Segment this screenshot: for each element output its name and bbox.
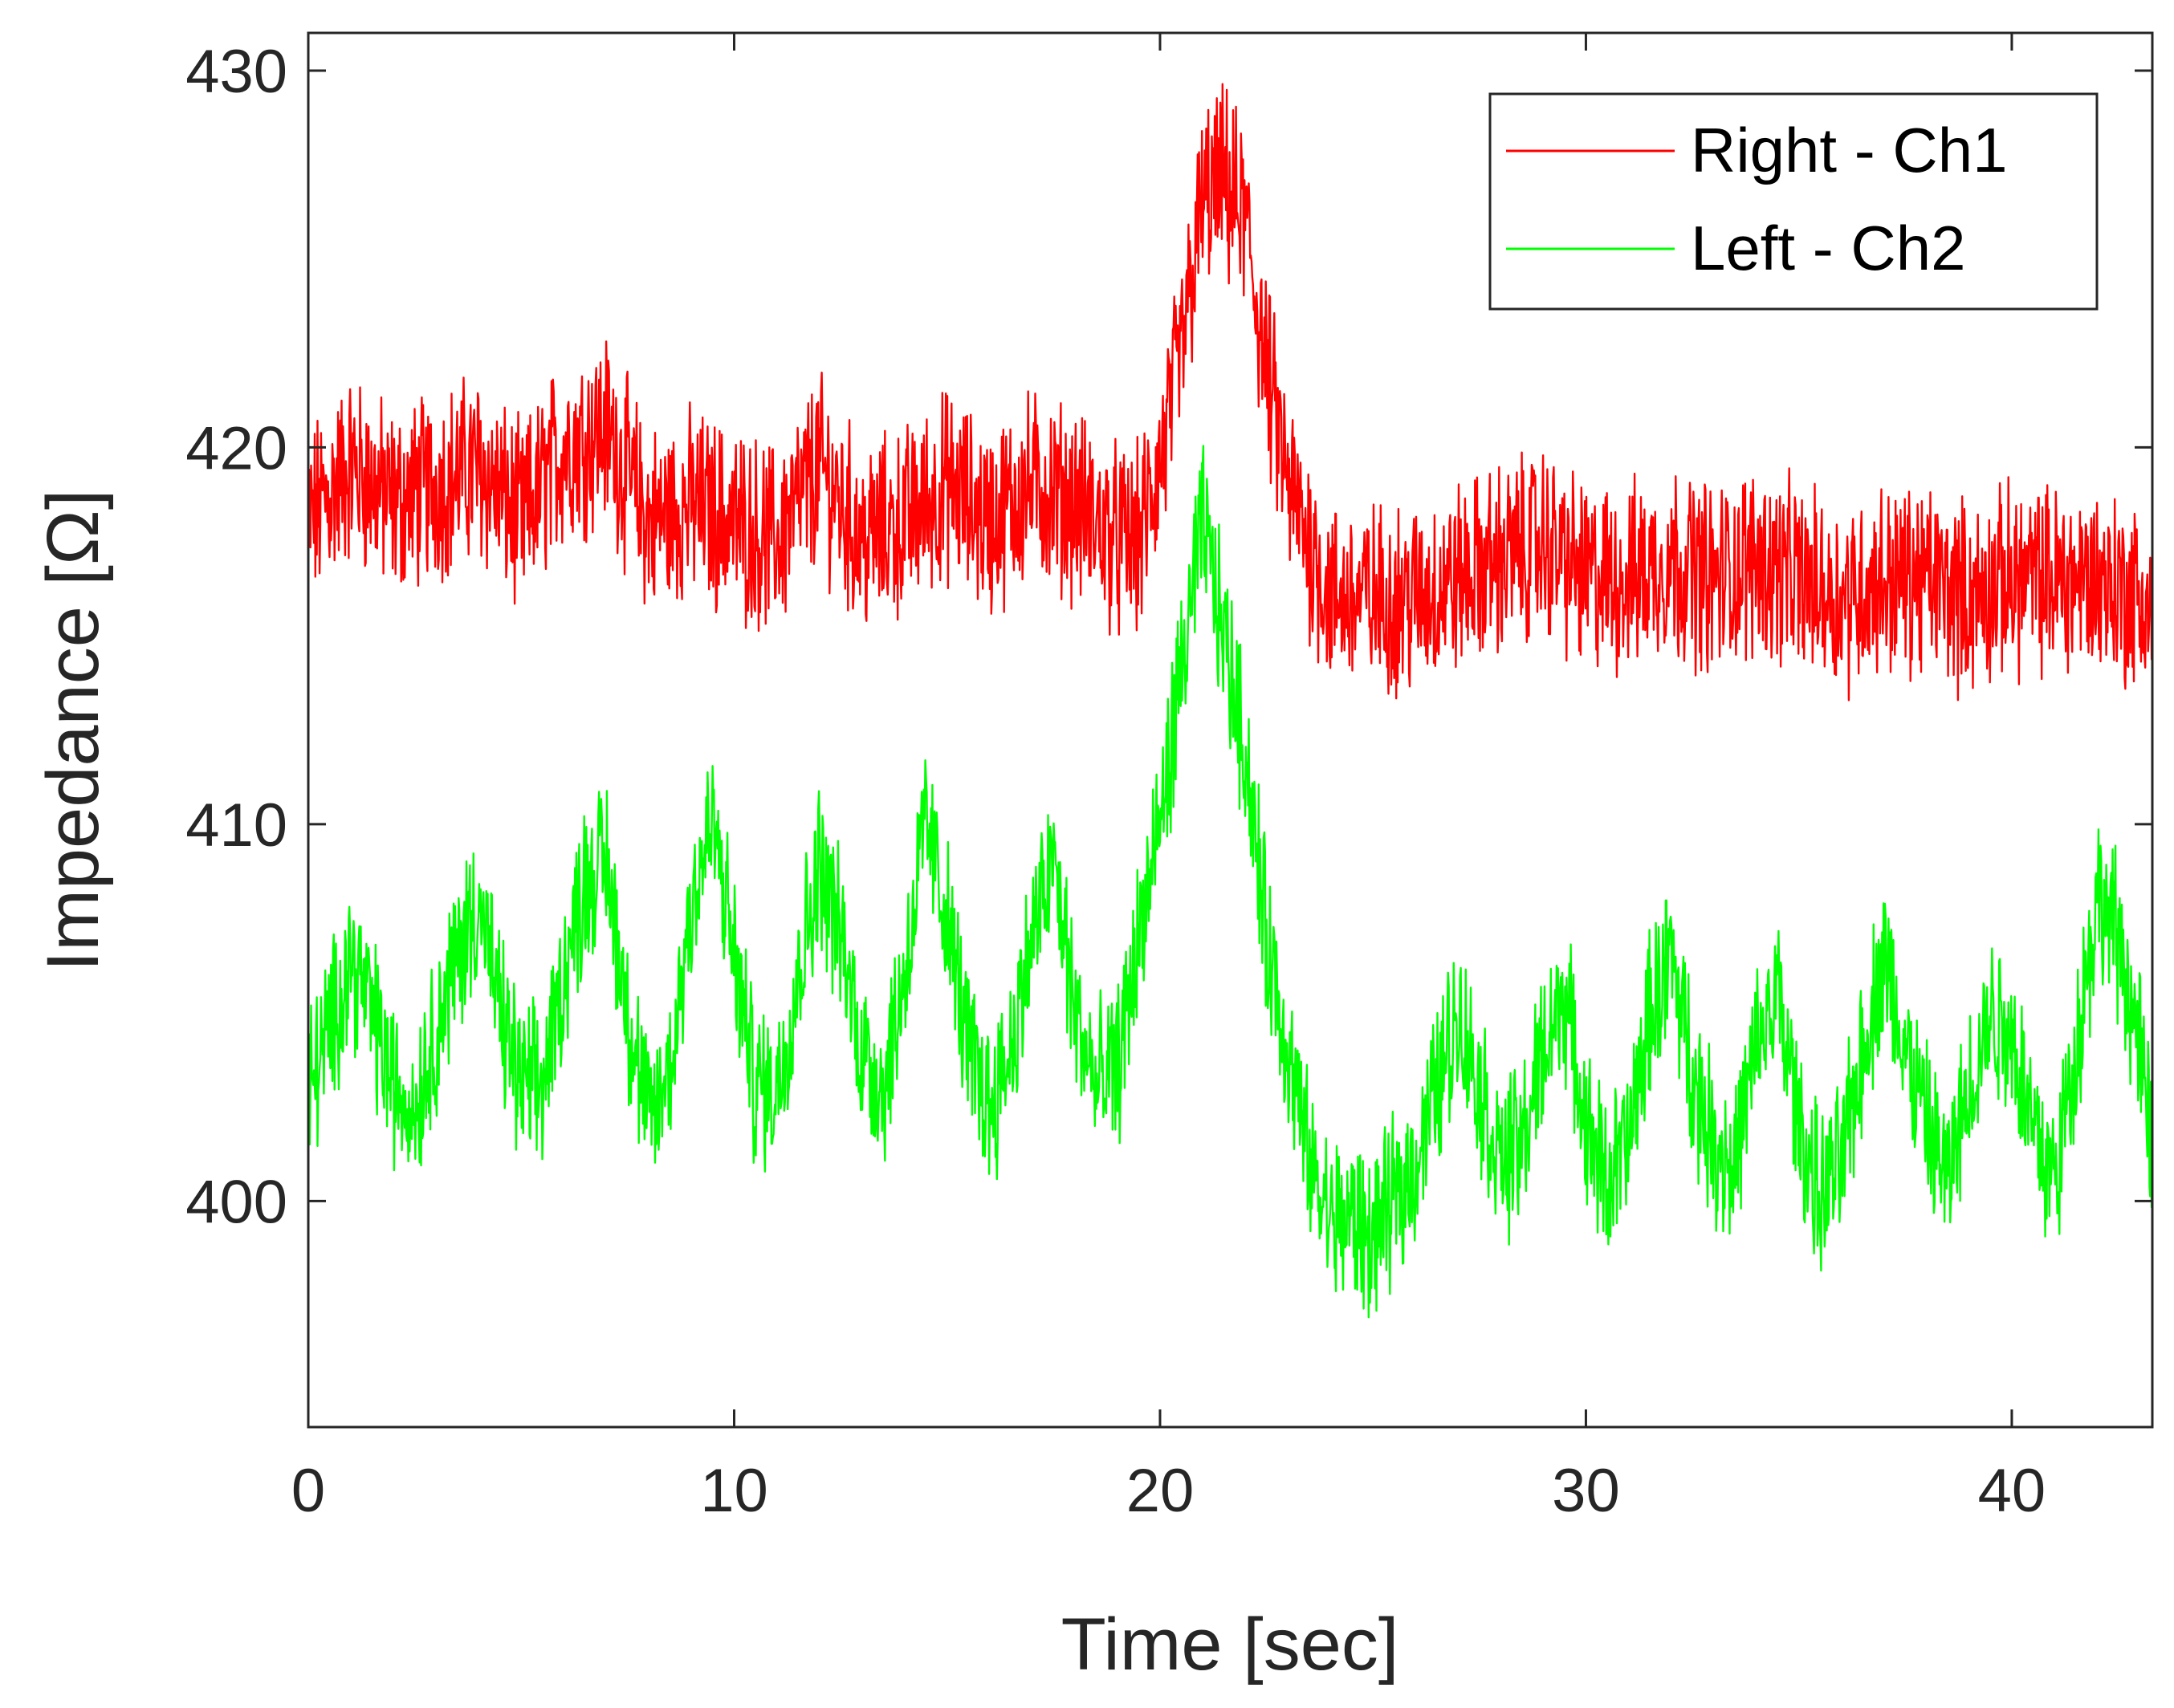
series-line-right-ch1 [308,83,2152,702]
legend-box [1488,92,2099,311]
x-tick-label-20: 20 [1126,1457,1195,1525]
y-tick-label-410: 410 [185,791,287,860]
y-tick-label-400: 400 [185,1168,287,1236]
legend-label-right-ch1: Right - Ch1 [1691,115,2008,185]
y-tick-label-430: 430 [185,38,287,106]
tick-labels: 0 10 20 30 40 400 410 420 430 [185,38,2046,1525]
series-line-left-ch2 [308,445,2152,1319]
series-lines [308,83,2152,1319]
y-tick-label-420: 420 [185,414,287,482]
y-axis-label: Impedance [Ω] [32,490,114,972]
axis-ticks [307,33,2152,1427]
x-tick-label-40: 40 [1978,1457,2046,1525]
axes-frame [307,31,2154,1429]
legend: Right - Ch1 Left - Ch2 [1488,92,2099,311]
x-tick-label-30: 30 [1552,1457,1620,1525]
x-axis-label: Time [sec] [1061,1604,1399,1686]
x-tick-label-10: 10 [700,1457,768,1525]
legend-label-left-ch2: Left - Ch2 [1691,213,1966,283]
x-tick-label-0: 0 [291,1457,325,1525]
